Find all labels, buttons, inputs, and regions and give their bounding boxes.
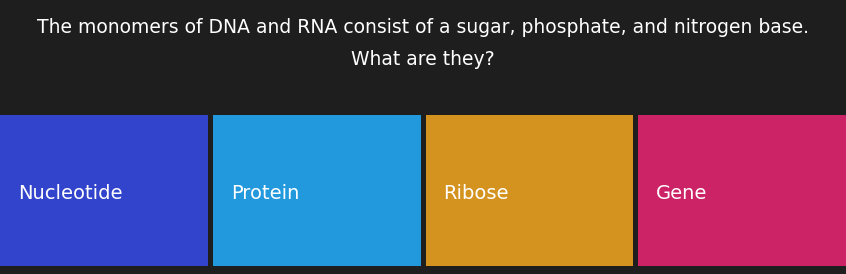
FancyBboxPatch shape [638, 115, 846, 266]
Text: Nucleotide: Nucleotide [18, 184, 123, 203]
FancyBboxPatch shape [212, 115, 420, 266]
Text: Gene: Gene [656, 184, 707, 203]
Text: The monomers of DNA and RNA consist of a sugar, phosphate, and nitrogen base.: The monomers of DNA and RNA consist of a… [37, 18, 809, 37]
Text: What are they?: What are they? [351, 50, 495, 69]
FancyBboxPatch shape [0, 115, 208, 266]
Text: Protein: Protein [231, 184, 299, 203]
Text: Ribose: Ribose [443, 184, 509, 203]
FancyBboxPatch shape [426, 115, 634, 266]
